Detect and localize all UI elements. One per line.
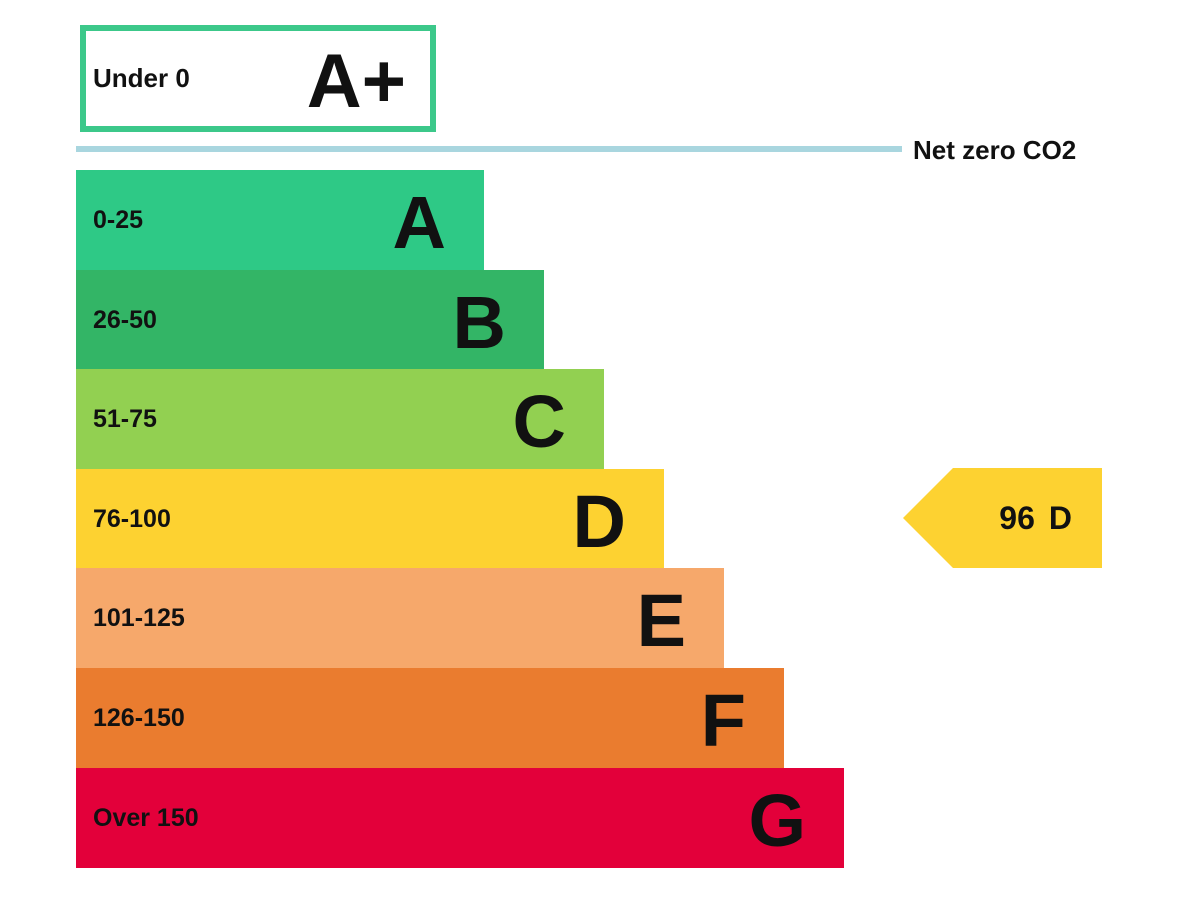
band-letter: A xyxy=(392,181,446,264)
band-range: Over 150 xyxy=(93,803,199,832)
band-letter: B xyxy=(452,280,506,364)
band-letter: C xyxy=(512,380,566,464)
band-range: 0-25 xyxy=(93,206,144,234)
current-rating-marker: 96 D xyxy=(903,468,1102,568)
band-letter: D xyxy=(572,479,626,563)
current-rating-text: 96 D xyxy=(999,468,1072,568)
current-letter: D xyxy=(1048,500,1072,536)
band-g: Over 150 G xyxy=(76,767,844,868)
arrow-shape xyxy=(903,468,1102,568)
band-letter: E xyxy=(636,579,686,663)
band-letter: F xyxy=(700,679,746,762)
band-letter: A+ xyxy=(306,39,406,124)
band-e: 101-125 E xyxy=(76,568,724,669)
net-zero-line xyxy=(76,146,902,152)
band-d: 76-100 D xyxy=(76,468,664,569)
band-range: 51-75 xyxy=(93,405,157,434)
band-c: 51-75 C xyxy=(76,369,604,470)
band-range: 76-100 xyxy=(93,504,171,533)
band-f: 126-150 F xyxy=(76,668,784,768)
band-range: 101-125 xyxy=(93,604,185,633)
band-b: 26-50 B xyxy=(76,269,544,370)
current-value: 96 xyxy=(999,500,1035,536)
band-range: 26-50 xyxy=(93,305,157,334)
band-range: 126-150 xyxy=(93,704,185,732)
net-zero-label: Net zero CO2 xyxy=(913,135,1077,165)
band-a: 0-25 A xyxy=(76,170,484,270)
band-letter: G xyxy=(748,778,806,862)
band-range: Under 0 xyxy=(93,63,190,93)
band-a-plus: Under 0 A+ xyxy=(80,25,436,132)
